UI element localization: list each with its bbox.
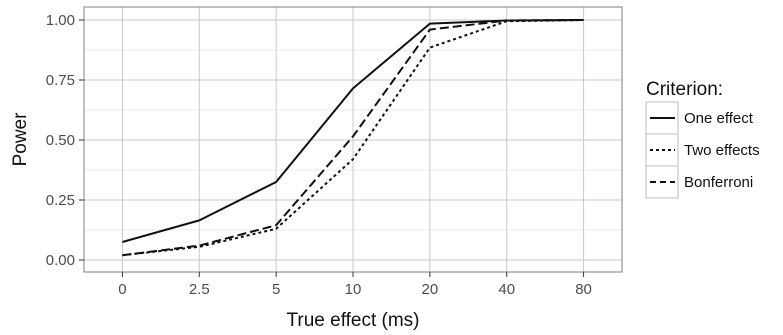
- x-tick-label: 20: [422, 281, 439, 298]
- legend: One effect Two effects Bonferroni: [645, 101, 760, 199]
- legend-label: One effect: [684, 110, 754, 127]
- series-line-bonferroni: [122, 19, 584, 257]
- legend-title: Criterion:: [646, 79, 723, 100]
- y-tick-label: 0.75: [46, 72, 75, 89]
- y-tick-label: 0.50: [46, 132, 75, 149]
- x-axis: 0 2.5 5 10 20 40 80: [118, 272, 592, 298]
- y-tick-label: 0.25: [46, 192, 75, 209]
- y-axis: 0.00 0.25 0.50 0.75 1.00: [46, 12, 84, 269]
- y-tick-label: 0.00: [46, 252, 75, 269]
- x-tick-label: 2.5: [189, 281, 210, 298]
- x-tick-label: 80: [575, 281, 592, 298]
- y-tick-label: 1.00: [46, 12, 75, 29]
- x-tick-label: 10: [345, 281, 362, 298]
- x-axis-title: True effect (ms): [286, 310, 419, 331]
- x-tick-label: 40: [498, 281, 515, 298]
- legend-label: Bonferroni: [684, 174, 753, 191]
- x-tick-label: 5: [272, 281, 280, 298]
- series-lines: [122, 19, 584, 257]
- legend-label: Two effects: [684, 142, 760, 159]
- x-tick-label: 0: [118, 281, 126, 298]
- grid: [84, 7, 622, 272]
- y-axis-title: Power: [10, 112, 31, 167]
